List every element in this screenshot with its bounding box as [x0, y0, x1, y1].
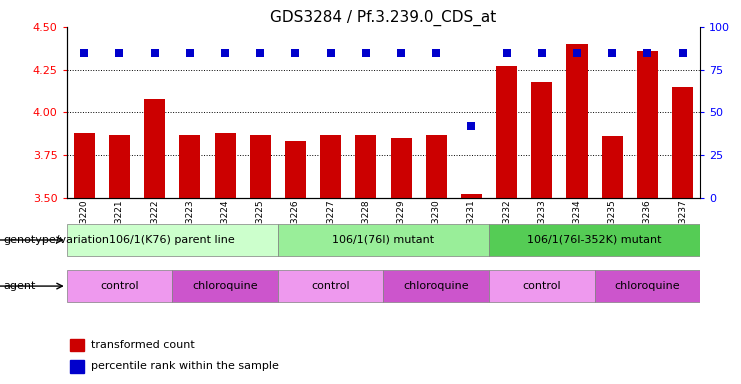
Text: chloroquine: chloroquine [403, 281, 469, 291]
Bar [67, 270, 173, 302]
Point [536, 50, 548, 56]
Bar [70, 339, 84, 351]
Point [395, 50, 407, 56]
Bar [215, 133, 236, 198]
Bar [384, 270, 489, 302]
Point [79, 50, 90, 56]
Text: chloroquine: chloroquine [192, 281, 258, 291]
Point [465, 123, 477, 129]
Point [677, 50, 688, 56]
Point [642, 50, 654, 56]
Bar [672, 87, 694, 198]
Text: control: control [100, 281, 139, 291]
Point [113, 50, 125, 56]
Bar [278, 270, 384, 302]
Bar [172, 270, 278, 302]
Text: genotype/variation: genotype/variation [4, 235, 110, 245]
Point [149, 50, 161, 56]
Text: 106/1(K76) parent line: 106/1(K76) parent line [110, 235, 235, 245]
Text: percentile rank within the sample: percentile rank within the sample [90, 361, 279, 371]
Text: transformed count: transformed count [90, 340, 194, 350]
Bar [489, 224, 700, 256]
Bar [637, 51, 658, 198]
Bar [250, 134, 271, 198]
Bar [109, 134, 130, 198]
Bar [278, 224, 489, 256]
Bar [531, 81, 553, 198]
Point [254, 50, 266, 56]
Point [184, 50, 196, 56]
Bar [489, 270, 594, 302]
Bar [595, 270, 700, 302]
Title: GDS3284 / Pf.3.239.0_CDS_at: GDS3284 / Pf.3.239.0_CDS_at [270, 9, 496, 25]
Point [290, 50, 302, 56]
Bar [391, 138, 412, 198]
Bar [320, 134, 341, 198]
Bar [496, 66, 517, 198]
Bar [144, 99, 165, 198]
Bar [285, 141, 306, 198]
Point [606, 50, 618, 56]
Bar [73, 133, 95, 198]
Text: chloroquine: chloroquine [614, 281, 680, 291]
Bar [179, 134, 200, 198]
Bar [602, 136, 622, 198]
Point [360, 50, 372, 56]
Point [431, 50, 442, 56]
Bar [356, 134, 376, 198]
Bar [566, 44, 588, 198]
Bar [70, 360, 84, 372]
Text: control: control [522, 281, 561, 291]
Text: control: control [311, 281, 350, 291]
Point [219, 50, 231, 56]
Point [325, 50, 336, 56]
Bar [425, 134, 447, 198]
Point [571, 50, 583, 56]
Bar [67, 224, 278, 256]
Bar [461, 194, 482, 198]
Text: 106/1(76I) mutant: 106/1(76I) mutant [333, 235, 434, 245]
Point [501, 50, 513, 56]
Text: 106/1(76I-352K) mutant: 106/1(76I-352K) mutant [528, 235, 662, 245]
Text: agent: agent [4, 281, 36, 291]
